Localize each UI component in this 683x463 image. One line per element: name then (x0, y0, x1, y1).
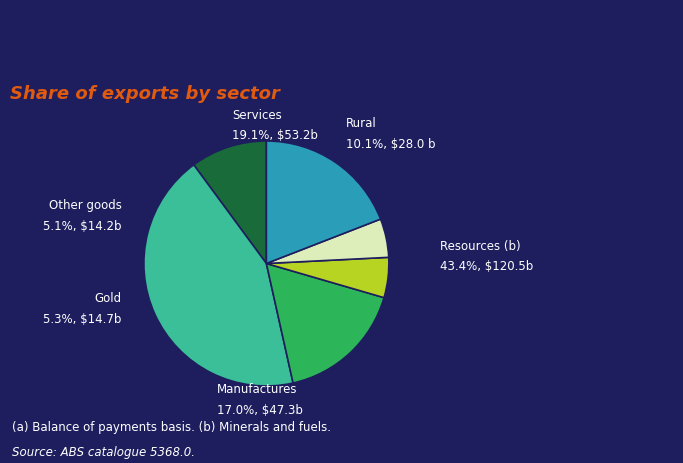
Text: Exports of goods and services, 2008: Exports of goods and services, 2008 (10, 28, 380, 47)
Text: Gold: Gold (95, 292, 122, 305)
Wedge shape (144, 165, 293, 386)
Wedge shape (194, 142, 266, 264)
Wedge shape (266, 264, 384, 383)
Text: 10.1%, $28.0 b: 10.1%, $28.0 b (346, 138, 436, 150)
Text: (a): (a) (347, 17, 363, 30)
Text: Share of exports by sector: Share of exports by sector (10, 84, 280, 102)
Text: 5.3%, $14.7b: 5.3%, $14.7b (44, 313, 122, 325)
Text: Rural: Rural (346, 117, 377, 130)
Text: Other goods: Other goods (49, 199, 122, 212)
Text: 5.1%, $14.2b: 5.1%, $14.2b (43, 219, 122, 232)
Text: Source: ABS catalogue 5368.0.: Source: ABS catalogue 5368.0. (12, 445, 195, 458)
Text: Manufactures: Manufactures (217, 382, 298, 395)
Text: 19.1%, $53.2b: 19.1%, $53.2b (232, 129, 318, 142)
Text: 43.4%, $120.5b: 43.4%, $120.5b (441, 260, 533, 273)
Text: Resources (b): Resources (b) (441, 239, 521, 252)
Text: 17.0%, $47.3b: 17.0%, $47.3b (217, 403, 303, 416)
Wedge shape (266, 258, 389, 298)
Text: Services: Services (232, 108, 282, 121)
Wedge shape (266, 142, 380, 264)
Text: (a) Balance of payments basis. (b) Minerals and fuels.: (a) Balance of payments basis. (b) Miner… (12, 420, 331, 433)
Wedge shape (266, 219, 389, 264)
